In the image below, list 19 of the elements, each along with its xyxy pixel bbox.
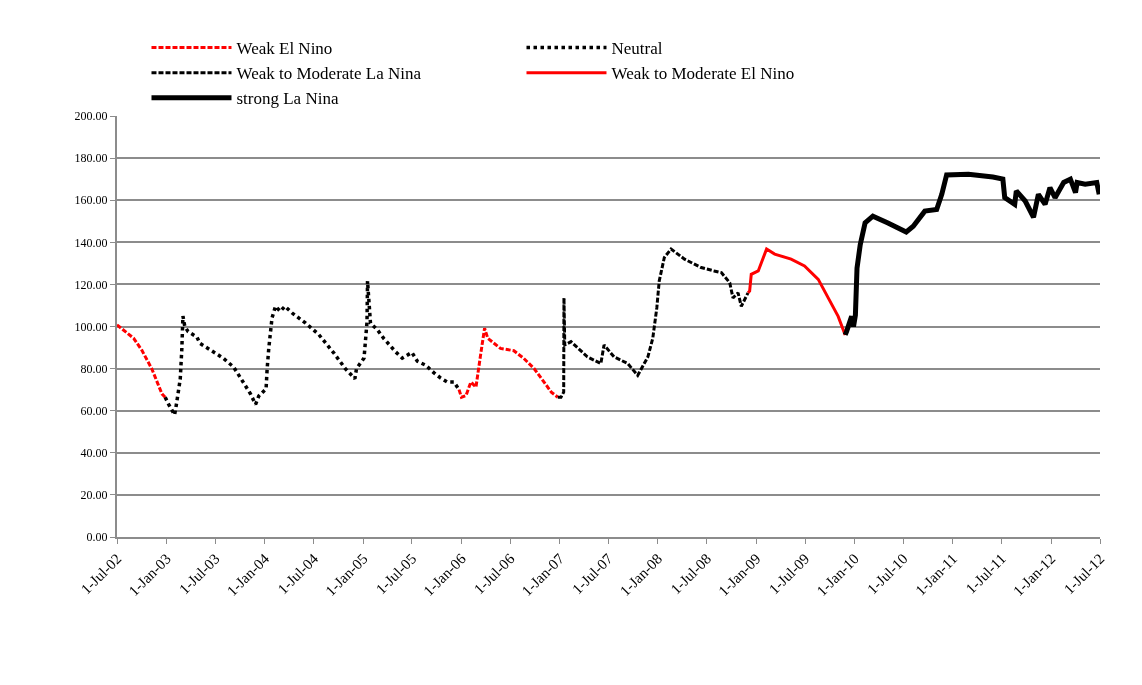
y-tick-label: 80.00 xyxy=(80,361,108,376)
legend-label: Weak El Nino xyxy=(236,39,333,59)
line-series xyxy=(556,247,750,399)
legend-label: strong La Nina xyxy=(236,89,339,109)
y-tick-label: 40.00 xyxy=(80,446,108,460)
line-series xyxy=(163,279,461,417)
legend-label: Weak to Moderate El Nino xyxy=(611,64,795,84)
y-tick-label: 120.00 xyxy=(74,277,108,292)
y-tick-label: 200.00 xyxy=(74,109,108,124)
y-tick-label: 20.00 xyxy=(80,488,108,503)
y-tick-label: 0.00 xyxy=(86,530,108,545)
y-tick-label: 180.00 xyxy=(74,151,108,166)
y-tick-label: 60.00 xyxy=(80,403,108,418)
legend-label: Neutral xyxy=(611,39,663,59)
y-tick-label: 160.00 xyxy=(74,193,108,208)
y-tick-label: 140.00 xyxy=(74,235,108,250)
y-tick-label: 100.00 xyxy=(74,319,108,334)
legend-label: Weak to Moderate La Nina xyxy=(236,64,422,84)
line-series xyxy=(746,247,847,337)
